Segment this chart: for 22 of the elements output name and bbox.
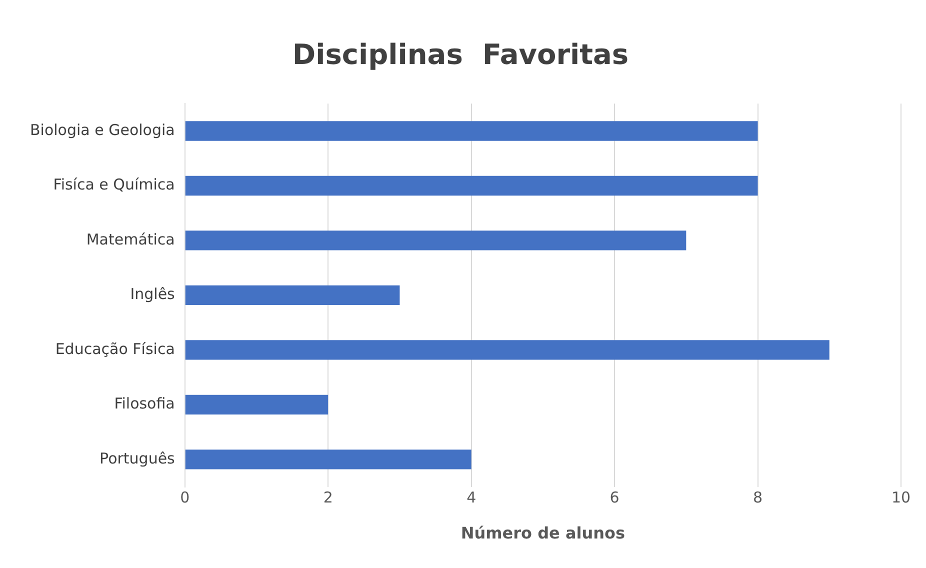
y-tick-label: Filosofia xyxy=(114,394,175,413)
y-tick-label: Português xyxy=(100,449,176,468)
y-tick-label: Educação Física xyxy=(55,340,175,358)
y-tick-label: Matemática xyxy=(86,230,175,248)
x-tick-label: 6 xyxy=(610,488,620,507)
bar xyxy=(185,340,830,360)
x-tick-label: 0 xyxy=(180,488,190,507)
bar xyxy=(185,176,758,196)
bar xyxy=(185,230,686,250)
x-axis-title: Número de alunos xyxy=(460,524,626,543)
x-tick-label: 8 xyxy=(753,488,763,507)
bar xyxy=(185,450,472,470)
x-tick-label: 4 xyxy=(466,488,476,507)
bar xyxy=(185,121,758,141)
chart-title: Disciplinas Favoritas xyxy=(292,38,629,72)
bar xyxy=(185,285,400,306)
bar xyxy=(185,394,328,415)
x-tick-label: 10 xyxy=(891,488,911,507)
y-tick-label: Fisíca e Química xyxy=(53,176,175,194)
x-tick-label: 2 xyxy=(323,488,333,507)
y-tick-label: Inglês xyxy=(130,285,176,304)
y-tick-label: Biologia e Geologia xyxy=(30,120,175,139)
